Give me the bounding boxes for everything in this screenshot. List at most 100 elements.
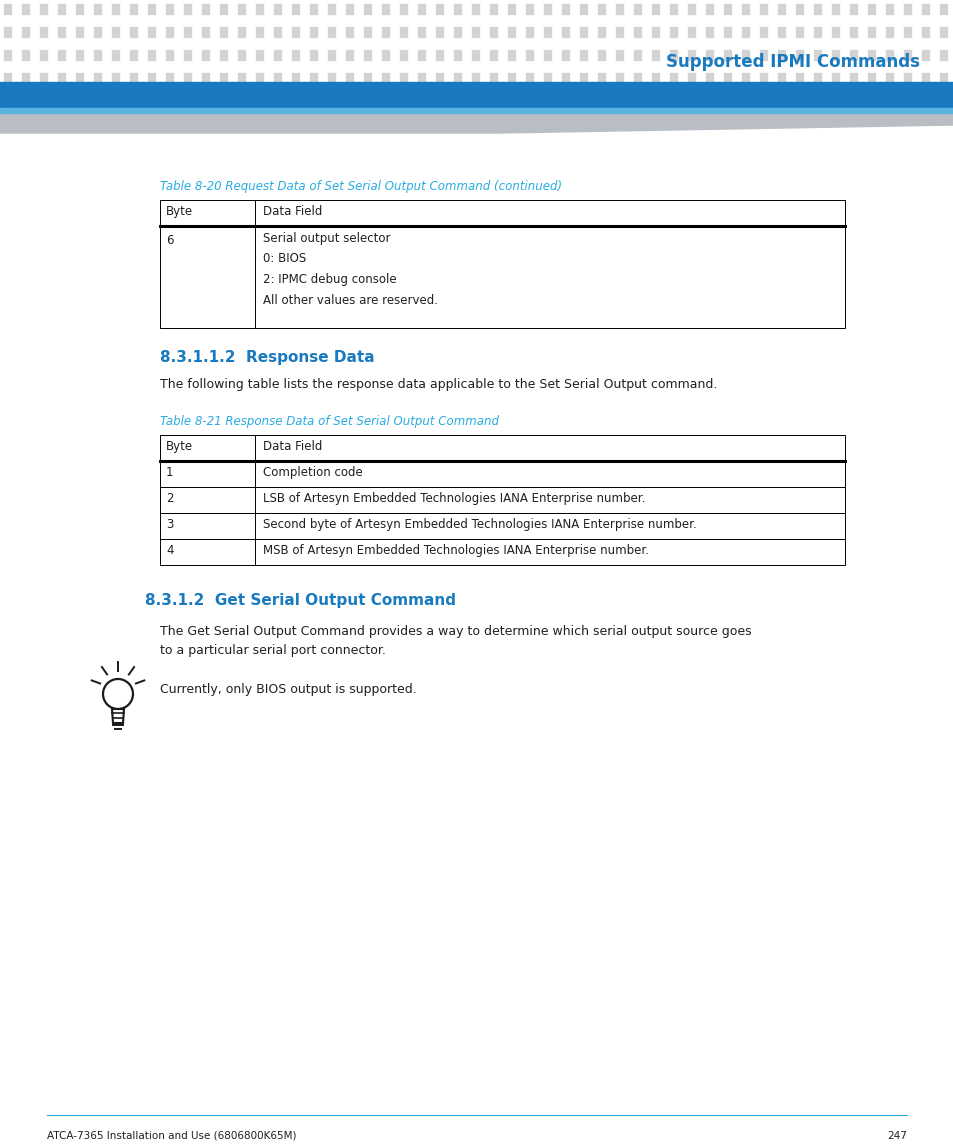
Bar xyxy=(346,3,353,14)
Bar xyxy=(454,96,460,106)
Bar xyxy=(849,3,856,14)
Bar xyxy=(634,96,640,106)
Bar xyxy=(741,73,748,82)
Bar xyxy=(112,73,119,82)
Bar xyxy=(939,50,946,60)
Bar xyxy=(202,73,209,82)
Bar xyxy=(274,73,281,82)
Bar xyxy=(795,50,802,60)
Bar xyxy=(921,27,928,37)
Bar xyxy=(454,50,460,60)
Bar xyxy=(0,108,953,113)
Text: Table 8-21 Response Data of Set Serial Output Command: Table 8-21 Response Data of Set Serial O… xyxy=(160,414,498,428)
Bar xyxy=(651,3,659,14)
Bar xyxy=(903,96,910,106)
Bar xyxy=(867,73,874,82)
Bar xyxy=(795,27,802,37)
Bar xyxy=(202,96,209,106)
Text: Table 8-20 Request Data of Set Serial Output Command (continued): Table 8-20 Request Data of Set Serial Ou… xyxy=(160,180,561,194)
Bar xyxy=(687,27,695,37)
Bar xyxy=(346,96,353,106)
Bar xyxy=(328,3,335,14)
Text: The following table lists the response data applicable to the Set Serial Output : The following table lists the response d… xyxy=(160,378,717,390)
Bar xyxy=(885,27,892,37)
Bar xyxy=(112,50,119,60)
Bar xyxy=(22,27,29,37)
Bar xyxy=(831,3,838,14)
Bar xyxy=(741,50,748,60)
Bar xyxy=(723,50,730,60)
Bar xyxy=(255,3,263,14)
Bar xyxy=(903,3,910,14)
Bar xyxy=(40,50,47,60)
Bar xyxy=(867,3,874,14)
Bar xyxy=(202,3,209,14)
Bar xyxy=(255,96,263,106)
Bar xyxy=(436,3,442,14)
Bar xyxy=(525,27,533,37)
Bar xyxy=(328,96,335,106)
Bar xyxy=(454,27,460,37)
Bar xyxy=(490,96,497,106)
Bar xyxy=(40,96,47,106)
Bar xyxy=(58,96,65,106)
Bar xyxy=(399,50,407,60)
Bar xyxy=(310,73,316,82)
Bar xyxy=(274,27,281,37)
Text: Currently, only BIOS output is supported.: Currently, only BIOS output is supported… xyxy=(160,684,416,696)
Bar xyxy=(220,50,227,60)
Bar xyxy=(22,3,29,14)
Bar xyxy=(778,3,784,14)
Bar xyxy=(579,27,586,37)
Text: 4: 4 xyxy=(166,544,173,556)
Bar xyxy=(921,73,928,82)
Text: MSB of Artesyn Embedded Technologies IANA Enterprise number.: MSB of Artesyn Embedded Technologies IAN… xyxy=(263,544,648,556)
Bar xyxy=(921,50,928,60)
Bar xyxy=(849,27,856,37)
Bar xyxy=(795,96,802,106)
Bar xyxy=(778,50,784,60)
Bar xyxy=(598,27,604,37)
Bar xyxy=(160,435,844,461)
Bar xyxy=(598,50,604,60)
Bar xyxy=(0,82,953,108)
Bar xyxy=(634,27,640,37)
Bar xyxy=(58,73,65,82)
Bar xyxy=(58,3,65,14)
Bar xyxy=(525,96,533,106)
Bar xyxy=(867,96,874,106)
Bar xyxy=(94,27,101,37)
Bar xyxy=(130,50,137,60)
Bar xyxy=(616,96,622,106)
Bar xyxy=(436,73,442,82)
Text: 1: 1 xyxy=(166,466,173,479)
Bar xyxy=(507,50,515,60)
Bar xyxy=(130,73,137,82)
Bar xyxy=(616,50,622,60)
Bar xyxy=(705,96,712,106)
Bar xyxy=(166,73,172,82)
Bar xyxy=(184,3,191,14)
Bar xyxy=(885,3,892,14)
Bar xyxy=(310,50,316,60)
Bar xyxy=(202,50,209,60)
Bar xyxy=(76,73,83,82)
Bar xyxy=(274,3,281,14)
Bar xyxy=(490,50,497,60)
Bar xyxy=(813,50,821,60)
Bar xyxy=(939,3,946,14)
Bar xyxy=(4,27,11,37)
Bar xyxy=(831,73,838,82)
Bar xyxy=(885,73,892,82)
Bar xyxy=(687,50,695,60)
Bar xyxy=(760,3,766,14)
Bar xyxy=(40,3,47,14)
Bar xyxy=(885,50,892,60)
Bar xyxy=(4,50,11,60)
Text: ATCA-7365 Installation and Use (6806800K65M): ATCA-7365 Installation and Use (6806800K… xyxy=(47,1131,296,1142)
Bar xyxy=(525,73,533,82)
Bar xyxy=(4,3,11,14)
Bar xyxy=(939,96,946,106)
Bar xyxy=(705,27,712,37)
Bar xyxy=(94,96,101,106)
